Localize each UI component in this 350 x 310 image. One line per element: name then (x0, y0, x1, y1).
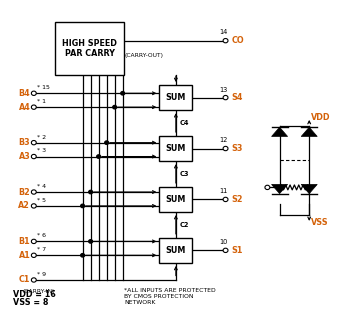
Text: S3: S3 (232, 144, 243, 153)
Circle shape (32, 204, 36, 208)
Circle shape (32, 278, 36, 282)
Bar (159, 136, 192, 161)
Circle shape (223, 197, 228, 202)
Bar (55, 22, 125, 75)
Text: A3: A3 (19, 152, 30, 161)
Text: B2: B2 (19, 188, 30, 197)
Text: VSS: VSS (311, 218, 329, 228)
Text: S4: S4 (232, 93, 243, 102)
Text: S2: S2 (232, 195, 243, 204)
Circle shape (89, 240, 92, 243)
Circle shape (32, 239, 36, 244)
Text: * 2: * 2 (37, 135, 47, 140)
Text: * 5: * 5 (37, 198, 46, 203)
Text: C1: C1 (19, 276, 30, 285)
Text: B4: B4 (19, 89, 30, 98)
Circle shape (97, 155, 100, 158)
Text: A4: A4 (19, 103, 30, 112)
Text: C3: C3 (180, 171, 190, 177)
Text: C4: C4 (180, 120, 190, 126)
Text: * 3: * 3 (37, 148, 47, 153)
Circle shape (81, 254, 85, 257)
Circle shape (223, 248, 228, 253)
Text: 11: 11 (220, 188, 228, 194)
Text: * 6: * 6 (37, 233, 46, 238)
Text: 14: 14 (219, 29, 228, 35)
Text: CO: CO (232, 36, 244, 45)
Circle shape (32, 91, 36, 95)
Text: (CARRY-OUT): (CARRY-OUT) (124, 53, 163, 58)
Text: (CARRY-IN): (CARRY-IN) (23, 289, 55, 294)
Text: VSS = 8: VSS = 8 (13, 298, 48, 307)
Text: *ALL INPUTS ARE PROTECTED
BY CMOS PROTECTION
NETWORK: *ALL INPUTS ARE PROTECTED BY CMOS PROTEC… (125, 288, 216, 305)
Circle shape (307, 186, 311, 189)
Text: C2: C2 (180, 222, 190, 228)
Circle shape (113, 105, 117, 109)
Text: SUM: SUM (166, 246, 186, 255)
Circle shape (278, 186, 281, 189)
Text: SUM: SUM (166, 93, 186, 102)
Text: SUM: SUM (166, 195, 186, 204)
Bar (159, 238, 192, 263)
Circle shape (223, 38, 228, 43)
Circle shape (32, 105, 36, 109)
Circle shape (223, 95, 228, 100)
Circle shape (81, 204, 85, 208)
Text: * 7: * 7 (37, 247, 47, 252)
Text: 13: 13 (220, 86, 228, 93)
Circle shape (223, 146, 228, 151)
Text: B1: B1 (19, 237, 30, 246)
Circle shape (265, 185, 270, 189)
Text: VDD = 16: VDD = 16 (13, 290, 56, 299)
Polygon shape (272, 184, 288, 194)
Text: HIGH SPEED
PAR CARRY: HIGH SPEED PAR CARRY (62, 39, 117, 58)
Circle shape (32, 190, 36, 194)
Text: A1: A1 (19, 251, 30, 260)
Circle shape (105, 141, 108, 144)
Text: 10: 10 (219, 239, 228, 245)
Circle shape (121, 91, 125, 95)
Text: A2: A2 (19, 202, 30, 210)
Bar (159, 187, 192, 212)
Text: SUM: SUM (166, 144, 186, 153)
Text: * 4: * 4 (37, 184, 47, 189)
Circle shape (32, 154, 36, 159)
Circle shape (32, 140, 36, 145)
Text: * 15: * 15 (37, 85, 50, 90)
Circle shape (32, 253, 36, 258)
Text: * 9: * 9 (37, 272, 47, 277)
Text: * 1: * 1 (37, 99, 46, 104)
Polygon shape (301, 184, 317, 194)
Bar (159, 85, 192, 110)
Circle shape (89, 190, 92, 194)
Text: 12: 12 (219, 138, 228, 144)
Text: VDD: VDD (311, 113, 330, 122)
Text: B3: B3 (19, 138, 30, 147)
Text: S1: S1 (232, 246, 243, 255)
Polygon shape (301, 127, 317, 136)
Polygon shape (272, 127, 288, 136)
